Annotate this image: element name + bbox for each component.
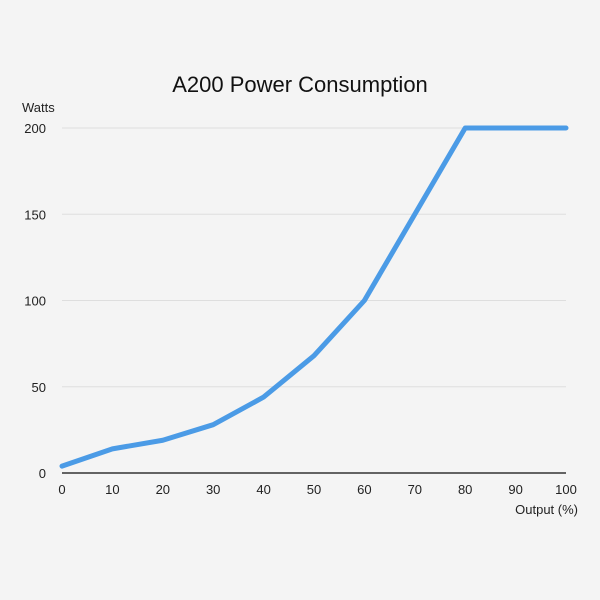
x-tick-label: 100 (555, 482, 577, 497)
y-tick-label: 50 (32, 380, 46, 395)
y-tick-label: 150 (24, 207, 46, 222)
x-tick-label: 50 (307, 482, 321, 497)
series-line (59, 125, 569, 469)
y-tick-label: 100 (24, 294, 46, 309)
chart-title: A200 Power Consumption (172, 72, 428, 97)
y-axis-label: Watts (22, 100, 55, 115)
x-tick-label: 80 (458, 482, 472, 497)
x-tick-label: 10 (105, 482, 119, 497)
y-tick-label: 0 (39, 466, 46, 481)
x-tick-label: 30 (206, 482, 220, 497)
x-tick-label: 60 (357, 482, 371, 497)
x-tick-label: 90 (508, 482, 522, 497)
x-tick-label: 40 (256, 482, 270, 497)
x-tick-label: 20 (156, 482, 170, 497)
y-tick-label: 200 (24, 121, 46, 136)
x-tick-label: 70 (408, 482, 422, 497)
x-axis-label: Output (%) (515, 502, 578, 517)
x-tick-label: 0 (58, 482, 65, 497)
